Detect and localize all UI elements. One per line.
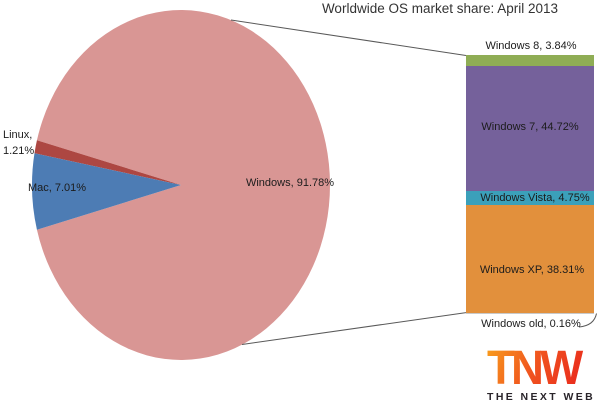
leader-line-windows-old (578, 313, 597, 328)
pie-slice-linux (34, 140, 181, 185)
pie-label-linux: Linux, 1.21% (3, 129, 35, 157)
bar-segment-windows-7 (466, 65, 594, 192)
chart-title: Worldwide OS market share: April 2013 (321, 1, 559, 16)
pie-label-windows: Windows, 91.78% (245, 177, 335, 189)
tnw-logo-text: TNW (487, 345, 590, 393)
pie-label-mac: Mac, 7.01% (27, 182, 87, 194)
bar-label-windows-old: Windows old, 0.16% (481, 318, 581, 330)
pie-slice-windows (36, 9, 330, 360)
pie-slice-mac (32, 153, 181, 230)
bar-label-windows-vista: Windows Vista, 4.75% (480, 192, 590, 204)
windows-breakdown-bar (466, 55, 594, 313)
tnw-logo-subtext: THE NEXT WEB (487, 391, 596, 403)
series-connector-line-bottom (241, 312, 467, 345)
bar-segment-windows-8 (466, 55, 594, 66)
bar-label-windows-xp: Windows XP, 38.31% (479, 264, 585, 276)
pie-slices (32, 9, 330, 360)
tnw-logo: TNW THE NEXT WEB (487, 345, 596, 404)
bar-label-windows-7: Windows 7, 44.72% (481, 121, 579, 133)
series-connector-line-top (230, 19, 467, 56)
bar-label-windows-8: Windows 8, 3.84% (485, 40, 577, 52)
bar-segment-windows-xp (466, 204, 594, 313)
bar-segment-windows-vista (466, 191, 594, 205)
